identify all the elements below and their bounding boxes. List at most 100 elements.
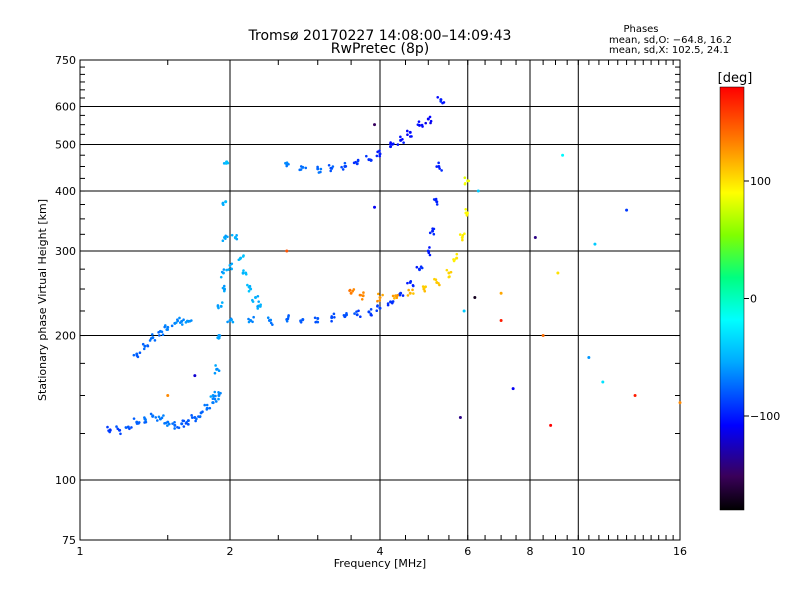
- data-point: [213, 397, 217, 401]
- data-point: [119, 432, 122, 436]
- data-point: [201, 410, 204, 414]
- data-point: [341, 168, 345, 171]
- data-point: [317, 171, 321, 174]
- data-point: [226, 320, 229, 324]
- data-point: [463, 176, 467, 180]
- data-point: [166, 328, 169, 331]
- data-point: [316, 317, 320, 321]
- data-point: [155, 419, 159, 422]
- data-point: [467, 179, 471, 183]
- data-point: [226, 161, 230, 165]
- axis-ticks: [79, 59, 681, 541]
- data-point: [149, 337, 153, 340]
- data-point: [176, 319, 180, 323]
- data-point: [285, 249, 289, 253]
- data-point: [182, 318, 185, 322]
- data-point: [378, 299, 382, 302]
- data-point: [222, 162, 226, 165]
- data-point: [327, 163, 331, 167]
- data-point: [222, 284, 226, 288]
- data-point: [214, 400, 218, 403]
- data-point: [378, 154, 382, 158]
- data-point: [230, 233, 234, 237]
- data-point: [170, 324, 174, 328]
- data-point: [222, 268, 226, 271]
- data-point: [329, 166, 333, 170]
- data-point: [211, 397, 215, 401]
- data-point: [369, 159, 373, 162]
- data-point: [401, 294, 405, 297]
- data-point: [342, 314, 346, 317]
- data-point: [220, 270, 224, 274]
- data-point: [248, 284, 252, 288]
- x-axis-label: Frequency [MHz]: [334, 557, 426, 570]
- data-point: [154, 416, 158, 419]
- data-point: [439, 100, 443, 103]
- data-point: [448, 275, 451, 278]
- data-point: [222, 203, 225, 206]
- data-point: [428, 115, 432, 119]
- data-point: [269, 321, 273, 325]
- data-point: [141, 342, 145, 346]
- data-point: [220, 301, 224, 304]
- data-point: [158, 334, 161, 337]
- data-point: [138, 351, 142, 355]
- data-point: [163, 325, 166, 329]
- data-point: [463, 182, 467, 185]
- data-point: [285, 161, 289, 165]
- data-point: [251, 298, 254, 302]
- data-point: [118, 429, 122, 432]
- x-tick-label: 10: [571, 545, 585, 558]
- data-point: [445, 268, 449, 272]
- data-point: [353, 312, 356, 315]
- data-point: [421, 285, 425, 288]
- data-point: [205, 408, 209, 411]
- data-point: [115, 425, 118, 428]
- data-point: [399, 135, 402, 139]
- data-point: [401, 137, 404, 141]
- data-point: [214, 394, 217, 398]
- data-point: [256, 307, 260, 310]
- data-point: [432, 198, 436, 201]
- data-point: [247, 317, 250, 321]
- data-point: [332, 312, 336, 316]
- data-point: [182, 419, 186, 423]
- data-point: [224, 234, 227, 238]
- data-point: [420, 266, 424, 270]
- data-point: [316, 165, 319, 169]
- data-point: [440, 169, 443, 172]
- data-point: [376, 150, 379, 154]
- data-point: [151, 415, 154, 418]
- data-point: [360, 297, 364, 301]
- data-point: [234, 236, 237, 240]
- data-point: [218, 334, 222, 337]
- data-point: [184, 422, 188, 425]
- data-point: [241, 271, 245, 275]
- data-point: [188, 319, 192, 323]
- data-point: [313, 316, 317, 320]
- data-point: [166, 325, 170, 329]
- data-point: [132, 353, 136, 357]
- x-tick-label: 4: [377, 545, 384, 558]
- data-point: [173, 427, 176, 430]
- data-point: [417, 120, 421, 123]
- data-point: [426, 117, 430, 121]
- data-point: [225, 268, 228, 272]
- data-point: [242, 269, 245, 272]
- data-point: [177, 426, 181, 430]
- data-point: [410, 135, 413, 138]
- data-point: [230, 262, 234, 266]
- data-point: [143, 416, 146, 419]
- data-point: [182, 425, 186, 428]
- data-point: [174, 321, 178, 324]
- data-point: [356, 159, 360, 163]
- y-tick-label: 100: [55, 474, 76, 487]
- data-point: [209, 395, 213, 398]
- data-point: [428, 253, 432, 257]
- x-tick-label: 1: [77, 545, 84, 558]
- data-point: [391, 143, 394, 146]
- data-point: [146, 344, 149, 347]
- data-point: [355, 313, 359, 317]
- data-point: [135, 354, 139, 357]
- data-point: [230, 267, 233, 271]
